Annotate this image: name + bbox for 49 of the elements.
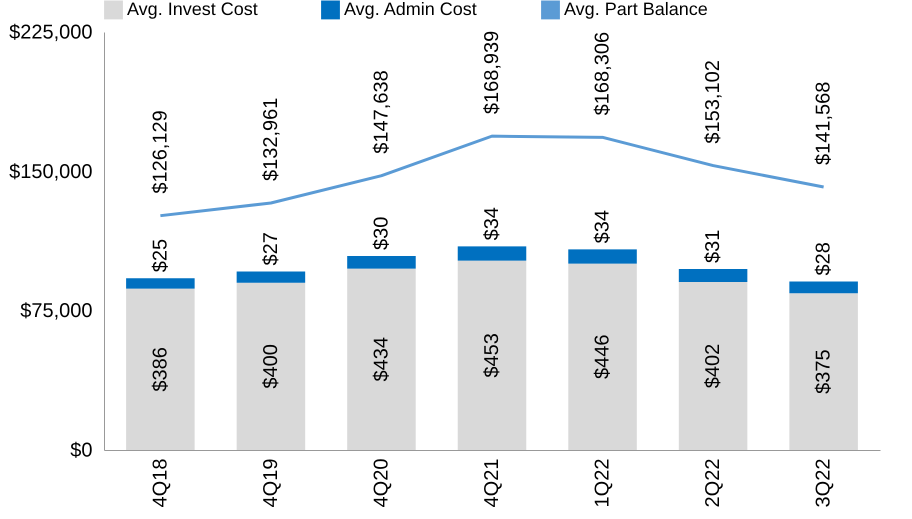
- bar: [236, 282, 306, 450]
- data-label: $168,306: [592, 32, 614, 116]
- bar: [347, 268, 416, 450]
- data-label: $126,129: [149, 110, 172, 194]
- data-label: $25: [149, 238, 172, 272]
- x-tick-label: 4Q21: [481, 458, 503, 508]
- bar: [458, 246, 526, 261]
- data-label: $34: [481, 207, 503, 240]
- legend-label: Avg. Part Balance: [564, 0, 708, 19]
- bar: [347, 256, 416, 269]
- bar: [236, 272, 306, 283]
- data-label: $30: [370, 216, 392, 250]
- bar: [568, 249, 637, 264]
- bar: [678, 269, 748, 282]
- data-label: $147,638: [370, 70, 392, 154]
- data-label: $434: [370, 337, 392, 382]
- bar: [126, 288, 195, 450]
- y-tick-label: $75,000: [20, 300, 92, 322]
- legend-label: Avg. Admin Cost: [344, 0, 477, 19]
- x-tick-label: 1Q22: [592, 458, 614, 508]
- y-tick-label: $225,000: [9, 22, 92, 44]
- x-tick-label: 2Q22: [702, 458, 724, 508]
- x-tick-label: 4Q20: [370, 458, 392, 508]
- x-tick-label: 4Q19: [260, 458, 282, 508]
- data-label: $132,961: [260, 98, 282, 181]
- bar: [126, 278, 195, 289]
- y-tick-label: $0: [70, 440, 92, 462]
- data-label: $453: [481, 333, 503, 378]
- data-label: $386: [149, 347, 172, 392]
- bar: [678, 282, 748, 450]
- bar: [789, 282, 858, 294]
- data-label: $141,568: [812, 82, 835, 165]
- data-label: $153,102: [702, 60, 724, 144]
- data-label: $446: [592, 334, 614, 380]
- x-tick-label: 4Q18: [149, 458, 172, 508]
- data-label: $402: [702, 344, 724, 388]
- data-label: $34: [592, 210, 614, 244]
- y-tick-label: $150,000: [9, 160, 92, 183]
- legend-label: Avg. Invest Cost: [127, 0, 258, 19]
- bar: [568, 264, 637, 450]
- data-label: $28: [812, 242, 835, 276]
- data-label: $27: [260, 232, 282, 266]
- data-label: $168,939: [481, 30, 503, 114]
- data-label: $31: [702, 230, 724, 264]
- data-label: $375: [812, 349, 835, 394]
- data-label: $400: [260, 344, 282, 389]
- bar: [458, 260, 526, 450]
- bar: [789, 293, 858, 450]
- x-tick-label: 3Q22: [812, 458, 835, 508]
